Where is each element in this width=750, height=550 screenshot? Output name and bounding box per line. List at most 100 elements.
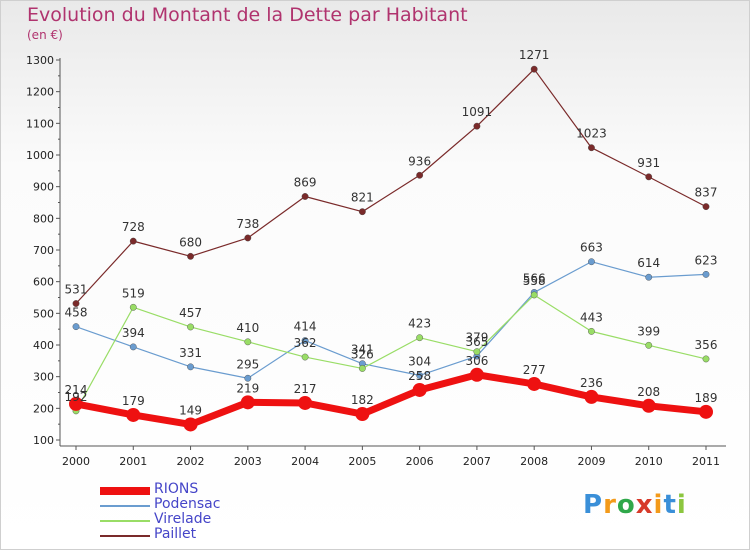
- data-labels: 531 728 680 738 869 821 936 1091 1271 1023 931 837 4…: [65, 48, 718, 417]
- logo-letter: r: [603, 490, 617, 520]
- data-label-paillet: 1091: [462, 105, 493, 119]
- y-tick-label: 300: [33, 371, 54, 384]
- data-point-podensac: [416, 371, 424, 379]
- data-label-rions: 236: [580, 376, 603, 390]
- data-point-rions: [527, 376, 542, 391]
- data-point-podensac: [702, 270, 710, 278]
- data-label-paillet: 821: [351, 191, 374, 205]
- y-tick-label: 100: [33, 434, 54, 447]
- series-line-virelade: [75, 294, 707, 412]
- data-label-virelade: 443: [580, 310, 603, 324]
- data-point-rions: [469, 367, 484, 382]
- data-point-paillet: [416, 171, 424, 179]
- data-label-virelade: 326: [351, 347, 374, 361]
- logo-letter: P: [583, 490, 604, 520]
- legend-swatch: [100, 487, 150, 495]
- data-label-podensac: 623: [695, 253, 718, 267]
- data-point-paillet: [588, 144, 595, 152]
- data-label-rions: 182: [351, 393, 374, 407]
- data-label-podensac: 614: [637, 256, 660, 270]
- data-point-paillet: [473, 122, 481, 130]
- data-label-virelade: 362: [294, 336, 317, 350]
- data-label-rions: 217: [294, 382, 317, 396]
- data-label-paillet: 680: [179, 235, 202, 249]
- proxiti-logo: Proxiti: [583, 490, 687, 520]
- data-point-paillet: [187, 252, 194, 260]
- data-point-paillet: [301, 193, 309, 200]
- data-label-paillet: 869: [294, 175, 317, 189]
- logo-letter: t: [663, 490, 677, 520]
- data-label-virelade: 519: [122, 286, 145, 300]
- data-point-virelade: [187, 323, 194, 331]
- data-label-paillet: 936: [408, 154, 431, 168]
- data-point-rions: [240, 395, 255, 410]
- series-line-paillet: [75, 68, 707, 304]
- data-point-paillet: [530, 65, 538, 73]
- legend-swatch: [100, 505, 150, 507]
- data-label-virelade: 356: [695, 338, 718, 352]
- y-tick-label: 800: [33, 212, 54, 225]
- y-tick-label: 700: [33, 244, 54, 257]
- data-point-podensac: [244, 374, 252, 382]
- data-label-rions: 149: [179, 403, 202, 417]
- x-tick-label: 2007: [463, 455, 491, 468]
- data-label-virelade: 379: [465, 331, 488, 345]
- y-tick-label: 1000: [26, 149, 54, 162]
- data-label-virelade: 399: [637, 324, 660, 338]
- data-point-paillet: [702, 203, 710, 211]
- data-label-virelade: 558: [523, 274, 546, 288]
- data-label-rions: 219: [236, 381, 259, 395]
- data-label-virelade: 457: [179, 306, 202, 320]
- x-tick-label: 2011: [692, 455, 720, 468]
- data-point-virelade: [129, 303, 137, 311]
- data-point-paillet: [129, 237, 137, 245]
- data-label-podensac: 331: [179, 346, 202, 360]
- data-point-paillet: [72, 300, 80, 307]
- data-label-virelade: 423: [408, 317, 431, 331]
- data-label-podensac: 295: [236, 357, 259, 371]
- data-label-rions: 189: [695, 391, 718, 405]
- legend-label: Podensac: [154, 496, 221, 512]
- logo-letter: i: [676, 490, 687, 520]
- legend-swatch: [100, 520, 150, 522]
- data-point-podensac: [301, 337, 309, 344]
- series-layer: [69, 65, 713, 432]
- data-point-podensac: [588, 258, 595, 266]
- data-point-virelade: [301, 353, 309, 361]
- data-label-paillet: 1023: [576, 127, 607, 141]
- data-point-paillet: [244, 234, 252, 242]
- data-label-virelade: 192: [65, 390, 88, 404]
- data-point-rions: [183, 417, 198, 432]
- y-tick-label: 200: [33, 402, 54, 415]
- x-tick-label: 2004: [291, 455, 319, 468]
- data-label-paillet: 931: [637, 156, 660, 170]
- data-label-rions: 306: [465, 354, 488, 368]
- data-point-rions: [699, 404, 713, 419]
- y-tick-label: 500: [33, 307, 54, 320]
- y-tick-label: 1300: [26, 54, 54, 67]
- data-label-podensac: 663: [580, 241, 603, 255]
- data-point-virelade: [244, 338, 252, 346]
- data-label-rions: 214: [65, 383, 88, 397]
- chart-title: Evolution du Montant de la Dette par Hab…: [27, 4, 468, 26]
- data-label-rions: 208: [637, 385, 660, 399]
- logo-letter: o: [616, 490, 636, 520]
- data-point-podensac: [187, 363, 194, 371]
- x-tick-label: 2000: [62, 455, 90, 468]
- data-point-podensac: [645, 273, 653, 281]
- data-label-rions: 258: [408, 369, 431, 383]
- data-label-paillet: 531: [65, 283, 88, 297]
- data-label-podensac: 394: [122, 326, 145, 340]
- data-point-virelade: [530, 291, 538, 299]
- data-point-paillet: [645, 173, 653, 181]
- data-point-rions: [584, 389, 599, 404]
- data-point-virelade: [473, 348, 481, 356]
- legend-label: RIONS: [154, 481, 199, 497]
- x-tick-label: 2009: [577, 455, 605, 468]
- data-point-virelade: [702, 355, 710, 363]
- x-tick-label: 2010: [635, 455, 663, 468]
- data-label-podensac: 304: [408, 354, 431, 368]
- x-tick-label: 2002: [177, 455, 205, 468]
- data-label-paillet: 738: [236, 217, 259, 231]
